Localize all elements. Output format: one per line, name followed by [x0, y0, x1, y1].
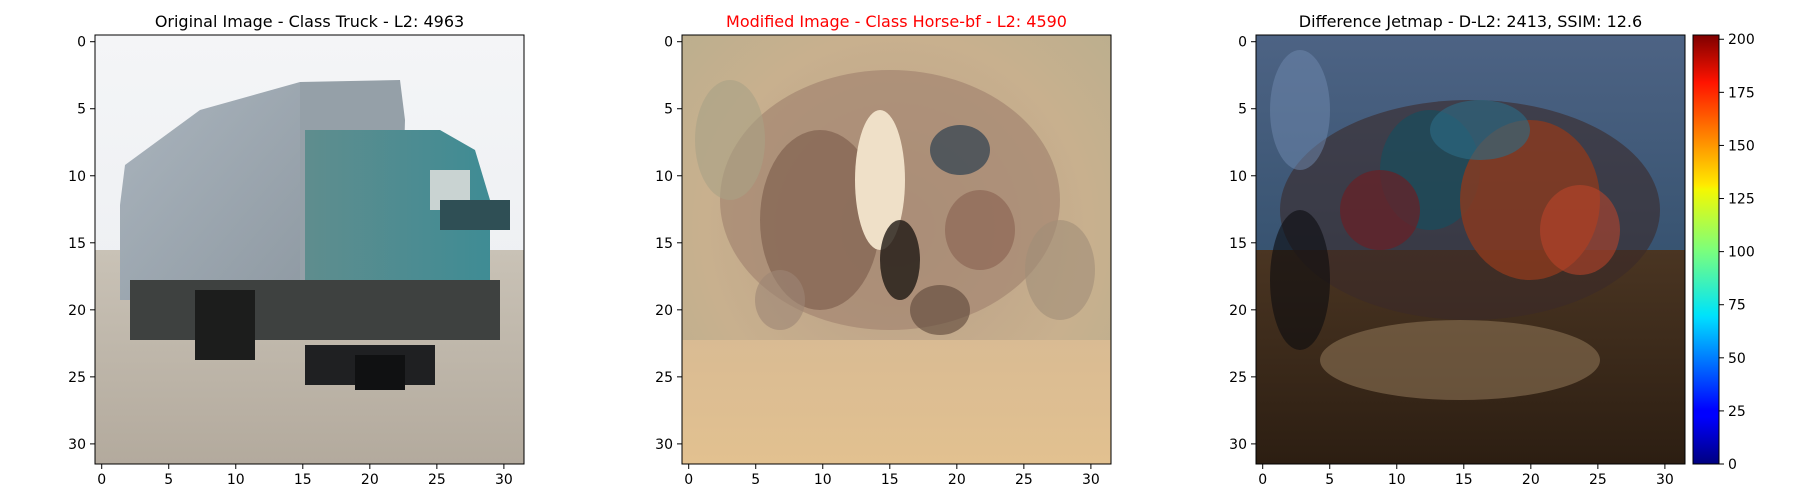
- y-tick-label: 30: [1229, 437, 1247, 453]
- x-tick-label: 30: [495, 472, 513, 488]
- x-tick-label: 15: [881, 472, 899, 488]
- colorbar: 0 25 50 75 100 125 150 175 200: [1693, 32, 1755, 473]
- y-tick-label: 30: [655, 437, 673, 453]
- y-tick-label: 20: [68, 303, 86, 319]
- panel-modified-image: Modified Image - Class Horse-bf - L2: 45…: [655, 12, 1111, 488]
- y-tick-label: 5: [664, 102, 673, 118]
- x-tick-label: 5: [164, 472, 173, 488]
- y-tick-label: 15: [68, 236, 86, 252]
- y-tick-label: 20: [1229, 303, 1247, 319]
- x-tick-label: 5: [751, 472, 760, 488]
- x-tick-label: 20: [1522, 472, 1540, 488]
- y-tick-label: 10: [1229, 169, 1247, 185]
- y-tick-label: 25: [655, 370, 673, 386]
- x-tick-label: 25: [1015, 472, 1033, 488]
- x-tick-label: 30: [1082, 472, 1100, 488]
- x-tick-label: 30: [1656, 472, 1674, 488]
- x-tick-label: 20: [948, 472, 966, 488]
- x-tick-label: 10: [814, 472, 832, 488]
- y-tick-label: 30: [68, 437, 86, 453]
- colorbar-tick-label: 25: [1728, 404, 1746, 420]
- colorbar-tick-label: 200: [1728, 32, 1755, 48]
- x-tick-label: 0: [684, 472, 693, 488]
- y-tick-label: 15: [1229, 236, 1247, 252]
- colorbar-tick-label: 125: [1728, 192, 1755, 208]
- panel-original-image: Original Image - Class Truck - L2: 4963 …: [68, 12, 524, 488]
- x-tick-label: 5: [1325, 472, 1334, 488]
- y-tick-label: 25: [1229, 370, 1247, 386]
- colorbar-tick-label: 100: [1728, 245, 1755, 261]
- colorbar-gradient: [1693, 35, 1719, 464]
- x-tick-label: 25: [1589, 472, 1607, 488]
- image-original-truck: [95, 35, 524, 464]
- y-tick-label: 25: [68, 370, 86, 386]
- colorbar-tick-label: 0: [1728, 457, 1737, 473]
- y-tick-label: 20: [655, 303, 673, 319]
- x-tick-label: 0: [1258, 472, 1267, 488]
- colorbar-tick-label: 175: [1728, 85, 1755, 101]
- panel-title: Original Image - Class Truck - L2: 4963: [155, 12, 464, 31]
- x-tick-label: 0: [97, 472, 106, 488]
- panel-title: Modified Image - Class Horse-bf - L2: 45…: [726, 12, 1067, 31]
- y-tick-label: 0: [77, 35, 86, 51]
- colorbar-tick-label: 75: [1728, 298, 1746, 314]
- y-tick-label: 15: [655, 236, 673, 252]
- y-tick-label: 5: [1238, 102, 1247, 118]
- y-tick-label: 0: [1238, 35, 1247, 51]
- colorbar-tick-label: 150: [1728, 138, 1755, 154]
- y-tick-label: 0: [664, 35, 673, 51]
- y-tick-label: 10: [68, 169, 86, 185]
- x-tick-label: 10: [227, 472, 245, 488]
- x-tick-label: 20: [361, 472, 379, 488]
- y-tick-label: 5: [77, 102, 86, 118]
- image-modified-horse: [682, 35, 1111, 464]
- panel-title: Difference Jetmap - D-L2: 2413, SSIM: 12…: [1299, 12, 1642, 31]
- x-tick-label: 15: [294, 472, 312, 488]
- colorbar-tick-label: 50: [1728, 351, 1746, 367]
- y-tick-label: 10: [655, 169, 673, 185]
- x-tick-label: 25: [428, 472, 446, 488]
- image-difference-map: [1256, 35, 1685, 464]
- panel-difference-jetmap: Difference Jetmap - D-L2: 2413, SSIM: 12…: [1229, 12, 1755, 488]
- x-tick-label: 10: [1388, 472, 1406, 488]
- x-tick-label: 15: [1455, 472, 1473, 488]
